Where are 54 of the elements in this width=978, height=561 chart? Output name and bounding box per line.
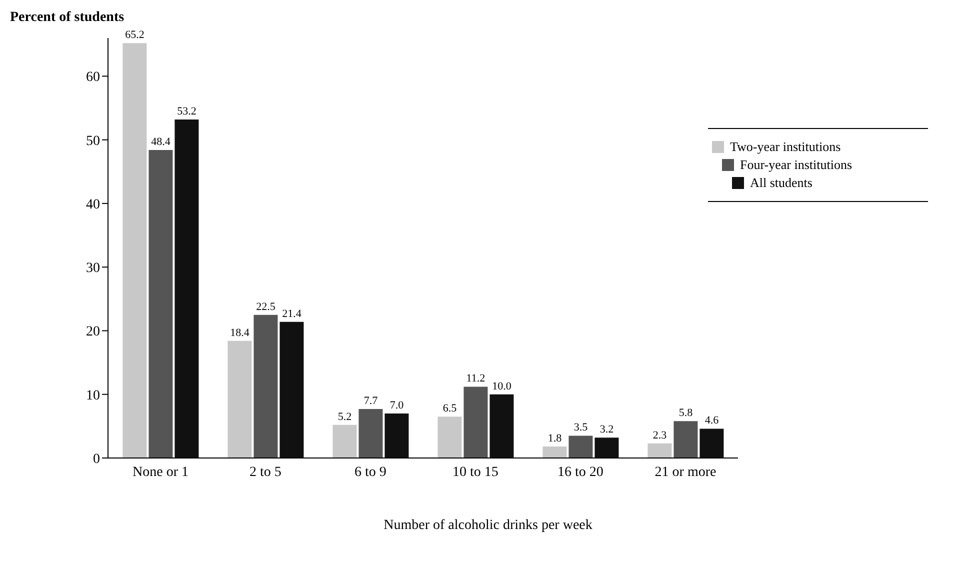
bar <box>228 340 252 458</box>
bar <box>648 443 672 458</box>
legend-label: Two-year institutions <box>730 138 841 156</box>
bar <box>568 436 593 458</box>
bar <box>280 322 304 458</box>
bar <box>438 416 462 458</box>
y-tick-label: 10 <box>86 388 100 404</box>
y-tick-label: 40 <box>86 197 100 212</box>
bar <box>384 413 409 458</box>
y-axis-title: Percent of students <box>10 10 124 26</box>
x-tick-label: 6 to 9 <box>354 464 386 480</box>
data-label: 7.7 <box>364 395 378 407</box>
data-label: 1.8 <box>548 432 562 445</box>
bar <box>174 119 199 458</box>
data-label: 11.2 <box>466 372 486 385</box>
data-label: 5.2 <box>338 410 352 423</box>
data-label: 2.3 <box>652 429 668 442</box>
bar <box>358 409 383 458</box>
data-label: 65.2 <box>125 29 144 42</box>
bar <box>148 150 173 458</box>
bar <box>700 428 724 458</box>
data-label: 53.2 <box>177 105 196 118</box>
data-label: 3.2 <box>600 424 614 436</box>
y-tick-label: 60 <box>86 70 100 86</box>
data-label: 22.5 <box>256 300 276 313</box>
data-label: 10.0 <box>492 380 512 392</box>
bar <box>542 446 567 458</box>
data-label: 7.0 <box>390 399 404 412</box>
data-label: 4.6 <box>704 414 720 427</box>
bar <box>674 421 698 458</box>
x-axis-title: Number of alcoholic drinks per week <box>382 518 594 534</box>
x-tick-label: 2 to 5 <box>250 464 282 480</box>
x-tick-label: None or 1 <box>132 464 188 480</box>
bar <box>254 314 278 458</box>
bar <box>594 438 619 458</box>
x-tick-label: 16 to 20 <box>558 464 604 480</box>
bar <box>464 386 488 458</box>
data-label: 5.8 <box>678 407 694 420</box>
legend-label: All students <box>750 174 812 192</box>
legend-label: Four-year institutions <box>740 156 852 174</box>
y-tick-label: 30 <box>86 261 100 276</box>
y-tick-label: 20 <box>86 324 100 340</box>
x-tick-label: 10 to 15 <box>452 464 498 480</box>
bar <box>490 394 514 458</box>
bar <box>122 43 147 458</box>
bar <box>332 424 357 458</box>
data-label: 21.4 <box>282 308 302 320</box>
data-label: 18.4 <box>230 326 250 339</box>
y-tick-label: 0 <box>93 452 100 467</box>
x-tick-label: 21 or more <box>654 464 716 480</box>
data-label: 6.5 <box>442 402 458 415</box>
data-label: 3.5 <box>574 422 588 434</box>
y-tick-label: 50 <box>86 134 100 149</box>
data-label: 48.4 <box>151 136 171 148</box>
